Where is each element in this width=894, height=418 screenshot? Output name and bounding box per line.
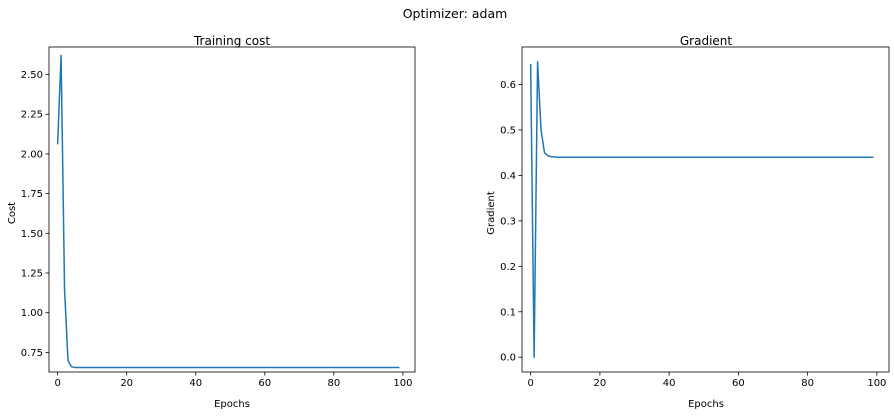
gradient-xtick-label: 100 xyxy=(867,378,886,389)
training-cost-xtick-label: 100 xyxy=(393,378,412,389)
training-cost-ytick-label: 2.50 xyxy=(21,70,43,81)
gradient-ytick-label: 0.6 xyxy=(500,80,516,91)
gradient-xlabel: Epochs xyxy=(688,399,724,410)
training-cost-xtick-label: 0 xyxy=(54,378,60,389)
training-cost-xtick-label: 60 xyxy=(258,378,271,389)
training-cost-title: Training cost xyxy=(193,34,270,48)
gradient-xtick-label: 0 xyxy=(527,378,533,389)
training-cost-ytick-label: 0.75 xyxy=(21,348,43,359)
training-cost-series-line-0 xyxy=(56,54,400,369)
figure-suptitle: Optimizer: adam xyxy=(403,6,508,21)
gradient-xtick-label: 80 xyxy=(801,378,814,389)
training-cost-chart: Training cost Epochs Cost 0 20 40 60 80 100 0.… xyxy=(7,34,416,410)
training-cost-ytick-label: 1.50 xyxy=(21,229,43,240)
gradient-ytick-label: 0.5 xyxy=(500,125,516,136)
gradient-ytick-label: 0.4 xyxy=(500,171,516,182)
training-cost-ytick-label: 1.75 xyxy=(21,189,43,200)
gradient-xtick-label: 40 xyxy=(663,378,676,389)
gradient-xtick-label: 60 xyxy=(732,378,745,389)
gradient-ytick-label: 0.3 xyxy=(500,216,516,227)
training-cost-xtick-label: 80 xyxy=(327,378,340,389)
training-cost-ytick-label: 1.25 xyxy=(21,269,43,280)
training-cost-xtick-label: 40 xyxy=(189,378,202,389)
gradient-ytick-label: 0.1 xyxy=(500,307,516,318)
training-cost-ytick-label: 2.25 xyxy=(21,110,43,121)
training-cost-xtick-label: 20 xyxy=(120,378,133,389)
gradient-title: Gradient xyxy=(680,34,733,48)
gradient-axes-frame xyxy=(521,46,890,373)
training-cost-ylabel: Cost xyxy=(7,202,18,224)
gradient-ylabel: Gradient xyxy=(486,191,497,235)
gradient-ytick-label: 0.2 xyxy=(500,262,516,273)
training-cost-ytick-label: 1.00 xyxy=(21,308,43,319)
gradient-xtick-label: 20 xyxy=(594,378,607,389)
gradient-series-line-0 xyxy=(529,61,874,358)
training-cost-axes-frame xyxy=(48,46,416,373)
gradient-ytick-label: 0.0 xyxy=(500,353,516,364)
gradient-chart: Gradient Epochs Gradient 0 20 40 60 80 100 0.0… xyxy=(486,34,890,410)
training-cost-xlabel: Epochs xyxy=(214,399,250,410)
training-cost-ytick-label: 2.00 xyxy=(21,149,43,160)
